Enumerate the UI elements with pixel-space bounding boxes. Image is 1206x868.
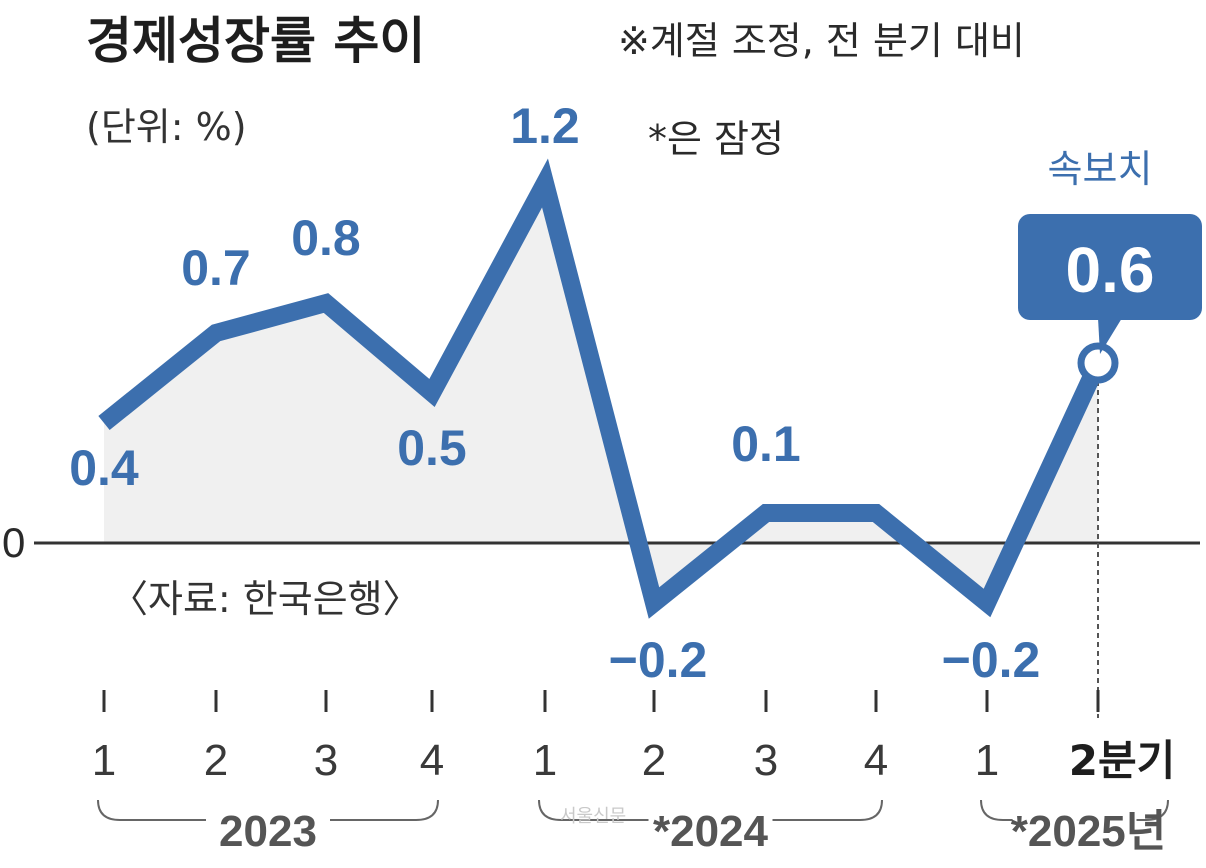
callout-pointer — [1098, 318, 1122, 354]
x-tick-label-6: 3 — [754, 736, 778, 785]
callout-box-bg — [1018, 214, 1202, 320]
watermark: 서울신문 — [560, 806, 626, 827]
x-tick-label-4: 1 — [533, 736, 557, 785]
callout-box: 0.6 — [1018, 214, 1202, 354]
year-bracket-gap-0 — [206, 814, 330, 828]
data-label-3: 0.5 — [397, 420, 467, 476]
year-label-0: 2023 — [219, 807, 317, 856]
source-label: 〈자료: 한국은행〉 — [110, 577, 421, 621]
x-tick-label-8: 1 — [975, 736, 999, 785]
series-line — [98, 158, 1107, 619]
callout-title: 속보치 — [1048, 147, 1153, 191]
provisional-note: *은 잠정 — [648, 117, 784, 161]
data-label-0: 0.4 — [69, 440, 139, 496]
year-label-2: *2025년 — [1011, 807, 1167, 856]
data-label-6: 0.1 — [731, 416, 801, 472]
year-label-1: *2024 — [653, 807, 769, 856]
x-tick-label-3: 4 — [420, 736, 444, 785]
highlight-point-marker — [1077, 342, 1119, 384]
seasonal-adjust-note: ※계절 조정, 전 분기 대비 — [618, 19, 1025, 63]
x-tick-label-7: 4 — [864, 736, 888, 785]
chart-title: 경제성장률 추이 — [86, 12, 425, 70]
data-label-4: 1.2 — [510, 98, 580, 154]
data-label-5: −0.2 — [609, 632, 708, 688]
x-tick-label-2: 3 — [314, 736, 338, 785]
callout-value: 0.6 — [1066, 234, 1155, 306]
unit-label: (단위: %) — [86, 105, 247, 149]
data-label-8: −0.2 — [942, 632, 1041, 688]
area-fill — [104, 183, 1098, 603]
data-label-1: 0.7 — [181, 240, 251, 296]
baseline-label: 0 — [2, 519, 25, 566]
x-tick-label-0: 1 — [92, 736, 116, 785]
year-bracket-gap-2 — [1012, 814, 1137, 828]
data-label-2: 0.8 — [291, 210, 361, 266]
year-bracket-gap-1 — [648, 814, 773, 828]
x-tick-label-1: 2 — [204, 736, 228, 785]
x-tick-label-9: 2분기 — [1069, 736, 1176, 785]
x-tick-label-5: 2 — [642, 736, 666, 785]
